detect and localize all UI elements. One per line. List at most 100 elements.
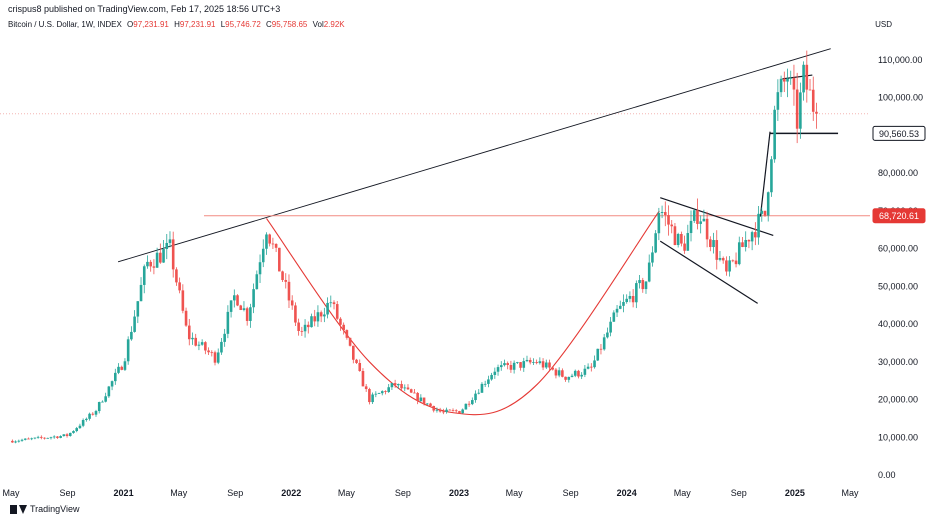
candle-body xyxy=(728,260,731,272)
candle xyxy=(49,436,53,440)
candle xyxy=(409,388,413,394)
candle-body xyxy=(544,362,548,368)
candle xyxy=(438,407,442,413)
candle xyxy=(544,359,548,369)
flag-pole xyxy=(759,131,771,217)
candle xyxy=(705,211,709,248)
candle xyxy=(799,82,802,139)
candle xyxy=(493,367,497,379)
candle-body xyxy=(741,242,744,248)
open-value: 97,231.91 xyxy=(133,20,169,29)
candle-body xyxy=(570,375,574,377)
candle-body xyxy=(335,304,339,319)
candle xyxy=(657,207,661,241)
candle xyxy=(323,307,326,323)
low-value: 95,746.72 xyxy=(225,20,261,29)
x-tick-label: 2025 xyxy=(785,488,805,498)
candle xyxy=(281,270,284,283)
candle-body xyxy=(725,260,728,272)
candle-body xyxy=(393,383,397,386)
candle-body xyxy=(609,321,612,333)
candle-body xyxy=(245,308,249,321)
price-label-box xyxy=(872,208,926,224)
x-tick-label: Sep xyxy=(60,488,76,498)
candle-body xyxy=(226,311,230,334)
candle xyxy=(326,297,329,319)
candle xyxy=(213,350,217,366)
candle-body xyxy=(699,221,702,224)
candle-body xyxy=(737,242,741,265)
candle xyxy=(352,345,355,364)
candle xyxy=(133,310,136,333)
candle-layer[interactable] xyxy=(11,50,818,444)
candle-body xyxy=(432,405,436,411)
candle xyxy=(335,301,339,321)
candle xyxy=(413,389,416,394)
y-tick-label: 10,000.00 xyxy=(878,432,918,442)
candle-body xyxy=(348,337,352,346)
candle-body xyxy=(409,389,413,393)
candle xyxy=(773,105,776,163)
candle-body xyxy=(522,361,526,368)
candle-body xyxy=(577,370,580,377)
candle-body xyxy=(734,260,738,265)
candle xyxy=(78,423,82,430)
candle xyxy=(184,307,188,327)
candle-body xyxy=(750,232,754,242)
candle xyxy=(786,68,789,98)
candle xyxy=(525,355,529,363)
candle xyxy=(114,368,117,385)
candle xyxy=(33,437,37,440)
candle xyxy=(480,382,484,393)
candle xyxy=(303,319,307,338)
candle xyxy=(425,403,429,405)
candle xyxy=(551,366,555,371)
candle xyxy=(126,336,130,365)
candle xyxy=(91,412,95,416)
candle xyxy=(564,376,567,382)
candle-body xyxy=(647,262,651,282)
y-tick-label: 80,000.00 xyxy=(878,168,918,178)
candle xyxy=(56,436,59,439)
candle-body xyxy=(403,387,407,389)
candle-body xyxy=(220,341,223,353)
candle-body xyxy=(499,365,503,368)
candle xyxy=(590,363,593,372)
candle-body xyxy=(33,437,37,439)
candle-body xyxy=(435,409,439,411)
candle-body xyxy=(62,434,66,437)
candle xyxy=(528,357,532,365)
candle xyxy=(358,359,362,372)
candle-body xyxy=(538,361,542,364)
candle-body xyxy=(782,78,786,82)
candle-body xyxy=(123,361,127,370)
candle xyxy=(342,322,345,335)
candle-body xyxy=(323,314,326,317)
candle xyxy=(271,237,275,249)
x-tick-label: May xyxy=(170,488,188,498)
candle-body xyxy=(268,234,271,244)
candle xyxy=(233,289,236,308)
candle xyxy=(641,277,645,293)
candle-body xyxy=(580,374,583,377)
axis-layer: 110,000.00100,000.0090,000.0080,000.0070… xyxy=(2,55,926,498)
candle-body xyxy=(535,362,538,364)
candle xyxy=(583,364,587,378)
candle-body xyxy=(397,383,400,386)
candle-body xyxy=(36,436,40,438)
candle-body xyxy=(477,392,481,394)
candle xyxy=(191,332,194,345)
candle xyxy=(387,384,390,393)
candle-body xyxy=(390,383,394,388)
candle-body xyxy=(663,212,667,216)
x-tick-label: Sep xyxy=(731,488,747,498)
candle xyxy=(461,408,464,414)
candle-body xyxy=(744,239,747,248)
candle-body xyxy=(673,226,677,246)
candle-body xyxy=(406,387,410,390)
candle xyxy=(612,310,616,322)
candle xyxy=(393,379,397,388)
candle-body xyxy=(808,89,812,91)
candle-body xyxy=(573,370,577,376)
